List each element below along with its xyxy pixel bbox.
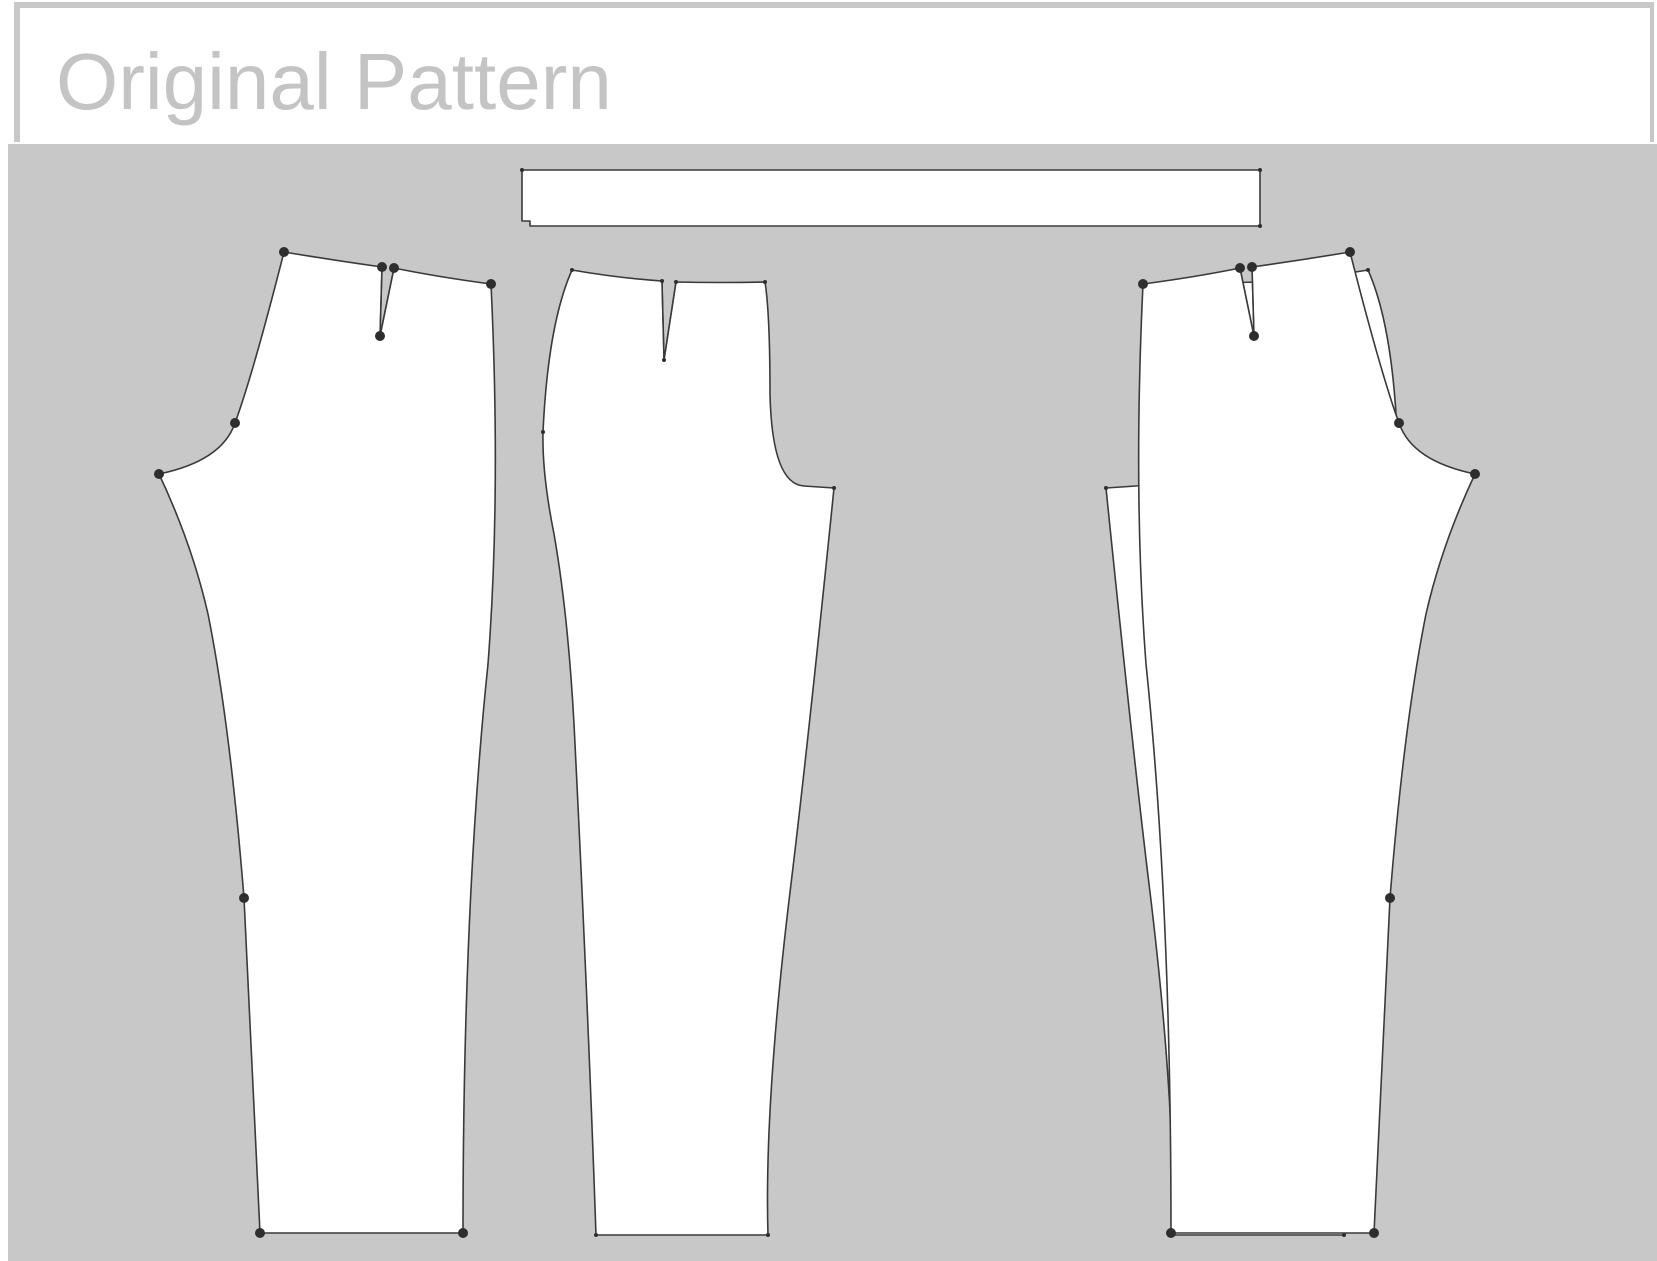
pattern-point [1249,331,1259,341]
pattern-point [375,331,385,341]
back-piece-right-outline [1137,251,1476,1234]
pattern-point [1345,247,1355,257]
pattern-point [660,279,664,283]
pattern-point [1104,486,1108,490]
pattern-point [279,247,289,257]
pattern-point [1138,279,1148,289]
pattern-point [674,280,678,284]
waistband-point [1258,168,1262,172]
pattern-point [486,279,496,289]
pattern-point [541,430,545,434]
back-piece-left [154,247,497,1238]
pattern-point [1342,1233,1346,1237]
pattern-point [1369,1228,1379,1238]
pattern-point [377,262,387,272]
pattern-point [1385,893,1395,903]
pattern-point [389,263,399,273]
pattern-point [832,486,836,490]
front-piece-left-outline [542,269,835,1236]
pattern-drawing [154,168,1480,1238]
page-title: Original Pattern [56,37,612,126]
waistband-piece [520,168,1262,228]
pattern-canvas [8,144,1657,1261]
pattern-point [594,1233,598,1237]
back-piece-right [1137,247,1480,1238]
pattern-point [1366,268,1370,272]
waistband-outline [521,169,1261,227]
pattern-point [1470,469,1480,479]
pattern-point [1247,262,1257,272]
pattern-point [570,268,574,272]
pattern-point [239,893,249,903]
pattern-point [458,1228,468,1238]
front-piece-left [541,268,836,1237]
pattern-point [1394,418,1404,428]
pattern-point [763,280,767,284]
waistband-point [1258,224,1262,228]
header-panel: Original Pattern [14,2,1654,142]
waistband-point [520,168,524,172]
pattern-point [230,418,240,428]
pattern-point [662,358,666,362]
pattern-point [766,1233,770,1237]
pattern-point [255,1228,265,1238]
pattern-point [154,469,164,479]
back-piece-left-outline [158,251,497,1234]
pattern-point [1166,1228,1176,1238]
pattern-point [1235,263,1245,273]
